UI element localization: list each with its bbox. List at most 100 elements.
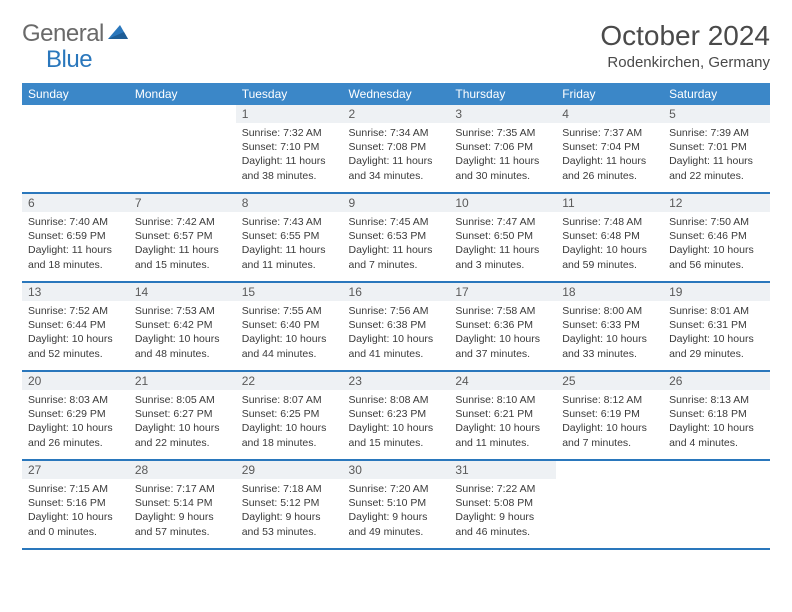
day-number: 19: [663, 283, 770, 301]
sunrise: Sunrise: 8:00 AM: [562, 304, 657, 318]
day-info: Sunrise: 7:40 AMSunset: 6:59 PMDaylight:…: [22, 212, 129, 276]
day-number: 7: [129, 194, 236, 212]
sunrise: Sunrise: 7:37 AM: [562, 126, 657, 140]
day-info: Sunrise: 7:56 AMSunset: 6:38 PMDaylight:…: [343, 301, 450, 365]
empty-cell: [556, 461, 663, 549]
sunrise: Sunrise: 7:20 AM: [349, 482, 444, 496]
sunrise: Sunrise: 7:45 AM: [349, 215, 444, 229]
logo-text-blue: Blue: [46, 46, 92, 73]
empty-cell: [129, 105, 236, 193]
sunset: Sunset: 6:25 PM: [242, 407, 337, 421]
sunrise: Sunrise: 7:32 AM: [242, 126, 337, 140]
day-number: 14: [129, 283, 236, 301]
day-info: Sunrise: 7:34 AMSunset: 7:08 PMDaylight:…: [343, 123, 450, 187]
day-number: 17: [449, 283, 556, 301]
sunset: Sunset: 5:12 PM: [242, 496, 337, 510]
day-info: Sunrise: 7:52 AMSunset: 6:44 PMDaylight:…: [22, 301, 129, 365]
sunset: Sunset: 6:21 PM: [455, 407, 550, 421]
sunset: Sunset: 7:04 PM: [562, 140, 657, 154]
day-number: 20: [22, 372, 129, 390]
month-title: October 2024: [600, 20, 770, 52]
day-header: Sunday: [22, 83, 129, 105]
day-number: 22: [236, 372, 343, 390]
sunset: Sunset: 5:10 PM: [349, 496, 444, 510]
sunrise: Sunrise: 7:15 AM: [28, 482, 123, 496]
sunrise: Sunrise: 8:05 AM: [135, 393, 230, 407]
day-number: 11: [556, 194, 663, 212]
day-cell: 2Sunrise: 7:34 AMSunset: 7:08 PMDaylight…: [343, 105, 450, 193]
day-header: Monday: [129, 83, 236, 105]
day-number: 1: [236, 105, 343, 123]
sunset: Sunset: 6:48 PM: [562, 229, 657, 243]
day-info: Sunrise: 7:18 AMSunset: 5:12 PMDaylight:…: [236, 479, 343, 543]
daylight: Daylight: 10 hours and 52 minutes.: [28, 332, 123, 360]
day-number: 16: [343, 283, 450, 301]
day-cell: 15Sunrise: 7:55 AMSunset: 6:40 PMDayligh…: [236, 283, 343, 371]
daylight: Daylight: 10 hours and 22 minutes.: [135, 421, 230, 449]
sunrise: Sunrise: 7:43 AM: [242, 215, 337, 229]
week-separator: [22, 549, 770, 550]
day-info: Sunrise: 7:43 AMSunset: 6:55 PMDaylight:…: [236, 212, 343, 276]
day-number: 27: [22, 461, 129, 479]
daylight: Daylight: 11 hours and 30 minutes.: [455, 154, 550, 182]
daylight: Daylight: 10 hours and 7 minutes.: [562, 421, 657, 449]
daylight: Daylight: 11 hours and 26 minutes.: [562, 154, 657, 182]
daylight: Daylight: 10 hours and 18 minutes.: [242, 421, 337, 449]
day-number: 26: [663, 372, 770, 390]
day-info: Sunrise: 7:48 AMSunset: 6:48 PMDaylight:…: [556, 212, 663, 276]
sunrise: Sunrise: 7:56 AM: [349, 304, 444, 318]
title-block: October 2024 Rodenkirchen, Germany: [600, 20, 770, 71]
sunset: Sunset: 6:33 PM: [562, 318, 657, 332]
week-row: 20Sunrise: 8:03 AMSunset: 6:29 PMDayligh…: [22, 372, 770, 460]
day-info: Sunrise: 8:10 AMSunset: 6:21 PMDaylight:…: [449, 390, 556, 454]
sunrise: Sunrise: 8:13 AM: [669, 393, 764, 407]
day-info: Sunrise: 7:39 AMSunset: 7:01 PMDaylight:…: [663, 123, 770, 187]
sunset: Sunset: 6:19 PM: [562, 407, 657, 421]
daylight: Daylight: 9 hours and 46 minutes.: [455, 510, 550, 538]
day-cell: 23Sunrise: 8:08 AMSunset: 6:23 PMDayligh…: [343, 372, 450, 460]
week-row: 1 Sunrise: 7:32 AMSunset: 7:10 PM Daylight…: [22, 105, 770, 193]
sunset: Sunset: 7:10 PM: [242, 140, 337, 154]
day-cell: 10Sunrise: 7:47 AMSunset: 6:50 PMDayligh…: [449, 194, 556, 282]
sunrise: Sunrise: 7:53 AM: [135, 304, 230, 318]
day-header: Thursday: [449, 83, 556, 105]
sunset: Sunset: 6:31 PM: [669, 318, 764, 332]
day-cell: 25Sunrise: 8:12 AMSunset: 6:19 PMDayligh…: [556, 372, 663, 460]
day-cell: 24Sunrise: 8:10 AMSunset: 6:21 PMDayligh…: [449, 372, 556, 460]
day-number: 5: [663, 105, 770, 123]
sunset: Sunset: 7:06 PM: [455, 140, 550, 154]
day-info: Sunrise: 8:13 AMSunset: 6:18 PMDaylight:…: [663, 390, 770, 454]
daylight: Daylight: 11 hours and 11 minutes.: [242, 243, 337, 271]
day-cell: 17Sunrise: 7:58 AMSunset: 6:36 PMDayligh…: [449, 283, 556, 371]
day-info: Sunrise: 7:22 AMSunset: 5:08 PMDaylight:…: [449, 479, 556, 543]
sunrise: Sunrise: 7:52 AM: [28, 304, 123, 318]
day-info: Sunrise: 7:58 AMSunset: 6:36 PMDaylight:…: [449, 301, 556, 365]
day-cell: 5Sunrise: 7:39 AMSunset: 7:01 PMDaylight…: [663, 105, 770, 193]
empty-cell: [22, 105, 129, 193]
day-info: Sunrise: 7:35 AMSunset: 7:06 PMDaylight:…: [449, 123, 556, 187]
day-cell: 11Sunrise: 7:48 AMSunset: 6:48 PMDayligh…: [556, 194, 663, 282]
daylight: Daylight: 11 hours and 22 minutes.: [669, 154, 764, 182]
day-info: Sunrise: 7:45 AMSunset: 6:53 PMDaylight:…: [343, 212, 450, 276]
day-info: Sunrise: 7:50 AMSunset: 6:46 PMDaylight:…: [663, 212, 770, 276]
day-header: Saturday: [663, 83, 770, 105]
day-cell: 18Sunrise: 8:00 AMSunset: 6:33 PMDayligh…: [556, 283, 663, 371]
empty-cell: [663, 461, 770, 549]
day-header: Wednesday: [343, 83, 450, 105]
day-cell: 30Sunrise: 7:20 AMSunset: 5:10 PMDayligh…: [343, 461, 450, 549]
sunset: Sunset: 6:50 PM: [455, 229, 550, 243]
day-cell: 13Sunrise: 7:52 AMSunset: 6:44 PMDayligh…: [22, 283, 129, 371]
day-header: Tuesday: [236, 83, 343, 105]
day-info: Sunrise: 7:47 AMSunset: 6:50 PMDaylight:…: [449, 212, 556, 276]
day-cell: 14Sunrise: 7:53 AMSunset: 6:42 PMDayligh…: [129, 283, 236, 371]
day-number: 9: [343, 194, 450, 212]
day-number: 2: [343, 105, 450, 123]
sunset: Sunset: 7:01 PM: [669, 140, 764, 154]
sunrise: Sunrise: 7:17 AM: [135, 482, 230, 496]
sunrise: Sunrise: 7:55 AM: [242, 304, 337, 318]
day-number: 23: [343, 372, 450, 390]
day-number: 30: [343, 461, 450, 479]
day-info: Sunrise: 8:03 AMSunset: 6:29 PMDaylight:…: [22, 390, 129, 454]
day-number: 10: [449, 194, 556, 212]
sunrise: Sunrise: 8:07 AM: [242, 393, 337, 407]
